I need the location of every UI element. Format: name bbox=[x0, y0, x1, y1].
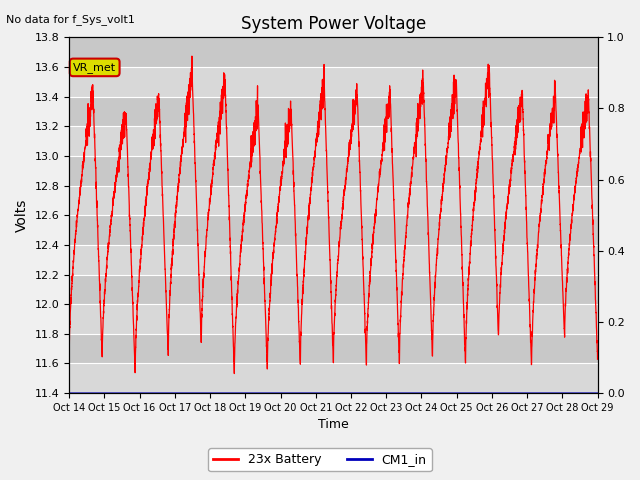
Bar bbox=[69, 186, 598, 215]
Bar bbox=[69, 363, 598, 393]
Bar bbox=[69, 96, 598, 126]
Bar bbox=[69, 215, 598, 245]
Bar bbox=[69, 334, 598, 363]
Bar bbox=[69, 275, 598, 304]
Bar bbox=[69, 67, 598, 96]
Bar bbox=[69, 245, 598, 275]
Text: VR_met: VR_met bbox=[73, 62, 116, 73]
Bar bbox=[69, 156, 598, 186]
Y-axis label: Volts: Volts bbox=[15, 199, 29, 232]
Bar bbox=[69, 126, 598, 156]
Title: System Power Voltage: System Power Voltage bbox=[241, 15, 426, 33]
Bar bbox=[69, 37, 598, 67]
Legend: 23x Battery, CM1_in: 23x Battery, CM1_in bbox=[208, 448, 432, 471]
X-axis label: Time: Time bbox=[318, 419, 349, 432]
Bar bbox=[69, 304, 598, 334]
Text: No data for f_Sys_volt1: No data for f_Sys_volt1 bbox=[6, 14, 135, 25]
